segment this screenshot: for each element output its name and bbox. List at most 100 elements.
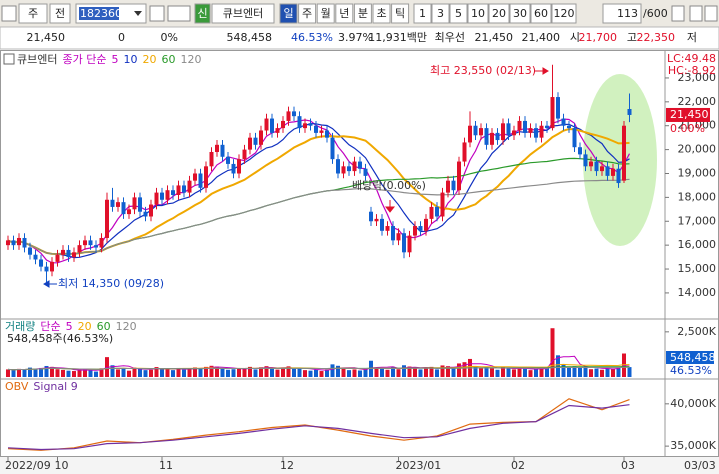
button-label[interactable]: 30	[513, 7, 527, 20]
y-tick-label: 16,000	[678, 238, 717, 251]
volume-bar	[457, 363, 461, 377]
candle-body	[572, 128, 577, 148]
candle-body	[44, 266, 49, 272]
annotation: 최고 23,550 (02/13)	[430, 64, 536, 77]
button-label[interactable]: 월	[321, 7, 331, 20]
candle-body	[550, 97, 555, 129]
button[interactable]	[431, 3, 450, 24]
candle-body	[281, 120, 285, 129]
button[interactable]	[509, 3, 531, 24]
button[interactable]	[353, 3, 372, 24]
button-label[interactable]: 주	[302, 7, 312, 20]
candle-body	[39, 259, 43, 267]
button[interactable]	[467, 3, 489, 24]
button[interactable]	[602, 3, 642, 24]
icon[interactable]	[689, 5, 703, 22]
button-label[interactable]: 틱	[395, 7, 405, 20]
candle-body	[33, 254, 38, 260]
candle-body	[611, 168, 615, 176]
last-price: 21,450	[670, 108, 709, 121]
candle-body	[99, 237, 104, 248]
candle-body	[66, 249, 71, 258]
volume-bar	[33, 368, 38, 377]
volume-bar	[253, 369, 258, 377]
volume-bar	[352, 369, 357, 377]
candle-body	[77, 245, 82, 253]
legend-item: 5	[111, 53, 118, 66]
button[interactable]	[488, 3, 510, 24]
legend-item: 120	[180, 53, 201, 66]
candle-body	[567, 125, 571, 129]
button[interactable]	[279, 3, 298, 24]
button[interactable]	[316, 3, 335, 24]
button-label[interactable]: 5	[455, 7, 462, 20]
change-label: 0.00%	[670, 122, 705, 135]
button[interactable]	[298, 3, 317, 24]
y-tick-label: 35,000K	[670, 439, 716, 452]
button[interactable]	[18, 3, 48, 24]
button-label[interactable]: 3	[437, 7, 444, 20]
volume-bar	[17, 368, 21, 377]
candle-body	[402, 233, 406, 253]
button-label[interactable]: 일	[283, 6, 293, 20]
candle-body	[583, 154, 588, 167]
candle-body	[468, 125, 472, 143]
button-label[interactable]: 10	[471, 7, 485, 20]
button[interactable]	[194, 3, 211, 24]
button-label[interactable]: 60	[534, 7, 548, 20]
volume-bar	[198, 368, 203, 377]
button-label[interactable]: 분	[358, 7, 368, 20]
volume-bar	[506, 368, 511, 377]
volume-bar	[149, 369, 153, 377]
candle-body	[616, 168, 621, 184]
volume-bar	[11, 370, 16, 377]
button-label[interactable]: 113	[617, 7, 638, 20]
button[interactable]	[449, 3, 468, 24]
button[interactable]	[551, 3, 577, 24]
button[interactable]	[335, 3, 354, 24]
button[interactable]	[372, 3, 391, 24]
ma-line	[7, 178, 630, 255]
button-label[interactable]: 20	[492, 7, 506, 20]
candle-body	[451, 180, 456, 191]
legend-item: 60	[161, 53, 175, 66]
button[interactable]	[530, 3, 552, 24]
code-text[interactable]: 182360	[80, 7, 122, 20]
button[interactable]	[413, 3, 432, 24]
button-label[interactable]: 큐브엔터	[223, 7, 263, 20]
volume-bar	[248, 366, 252, 377]
button[interactable]	[211, 3, 275, 24]
volume-bar	[402, 365, 406, 377]
annotation: 최저 14,350 (09/28)	[58, 277, 164, 290]
icon[interactable]	[167, 5, 191, 22]
candle-body	[105, 199, 109, 238]
candle-body	[187, 180, 192, 193]
volume-bar	[616, 366, 621, 377]
button-label[interactable]: 주	[28, 7, 38, 20]
button-label[interactable]: 초	[376, 7, 386, 20]
button-label[interactable]: 120	[554, 7, 575, 20]
quote-value: 0	[118, 31, 125, 44]
button-label[interactable]: 1	[419, 7, 426, 20]
button[interactable]	[391, 3, 410, 24]
legend-item: 120	[116, 320, 137, 333]
candle-body	[605, 166, 610, 176]
icon[interactable]	[704, 5, 718, 22]
button-label[interactable]: 전	[55, 7, 65, 20]
annotation-arrow	[43, 280, 57, 288]
icon[interactable]	[671, 5, 685, 22]
icon[interactable]	[149, 5, 165, 22]
candle-body	[292, 111, 296, 117]
button[interactable]	[49, 3, 71, 24]
button-label[interactable]: 신	[197, 7, 207, 20]
button-label[interactable]: 년	[339, 7, 349, 20]
volume-bar	[28, 367, 32, 377]
volume-bar	[165, 368, 170, 377]
candle-body	[484, 128, 489, 145]
quote-value: 11,931백만	[368, 31, 427, 44]
quote-bg	[0, 26, 719, 50]
menu-icon[interactable]	[1, 5, 17, 22]
volume-bar	[501, 366, 505, 377]
volume-bar	[83, 368, 87, 377]
candle-body	[270, 118, 274, 133]
